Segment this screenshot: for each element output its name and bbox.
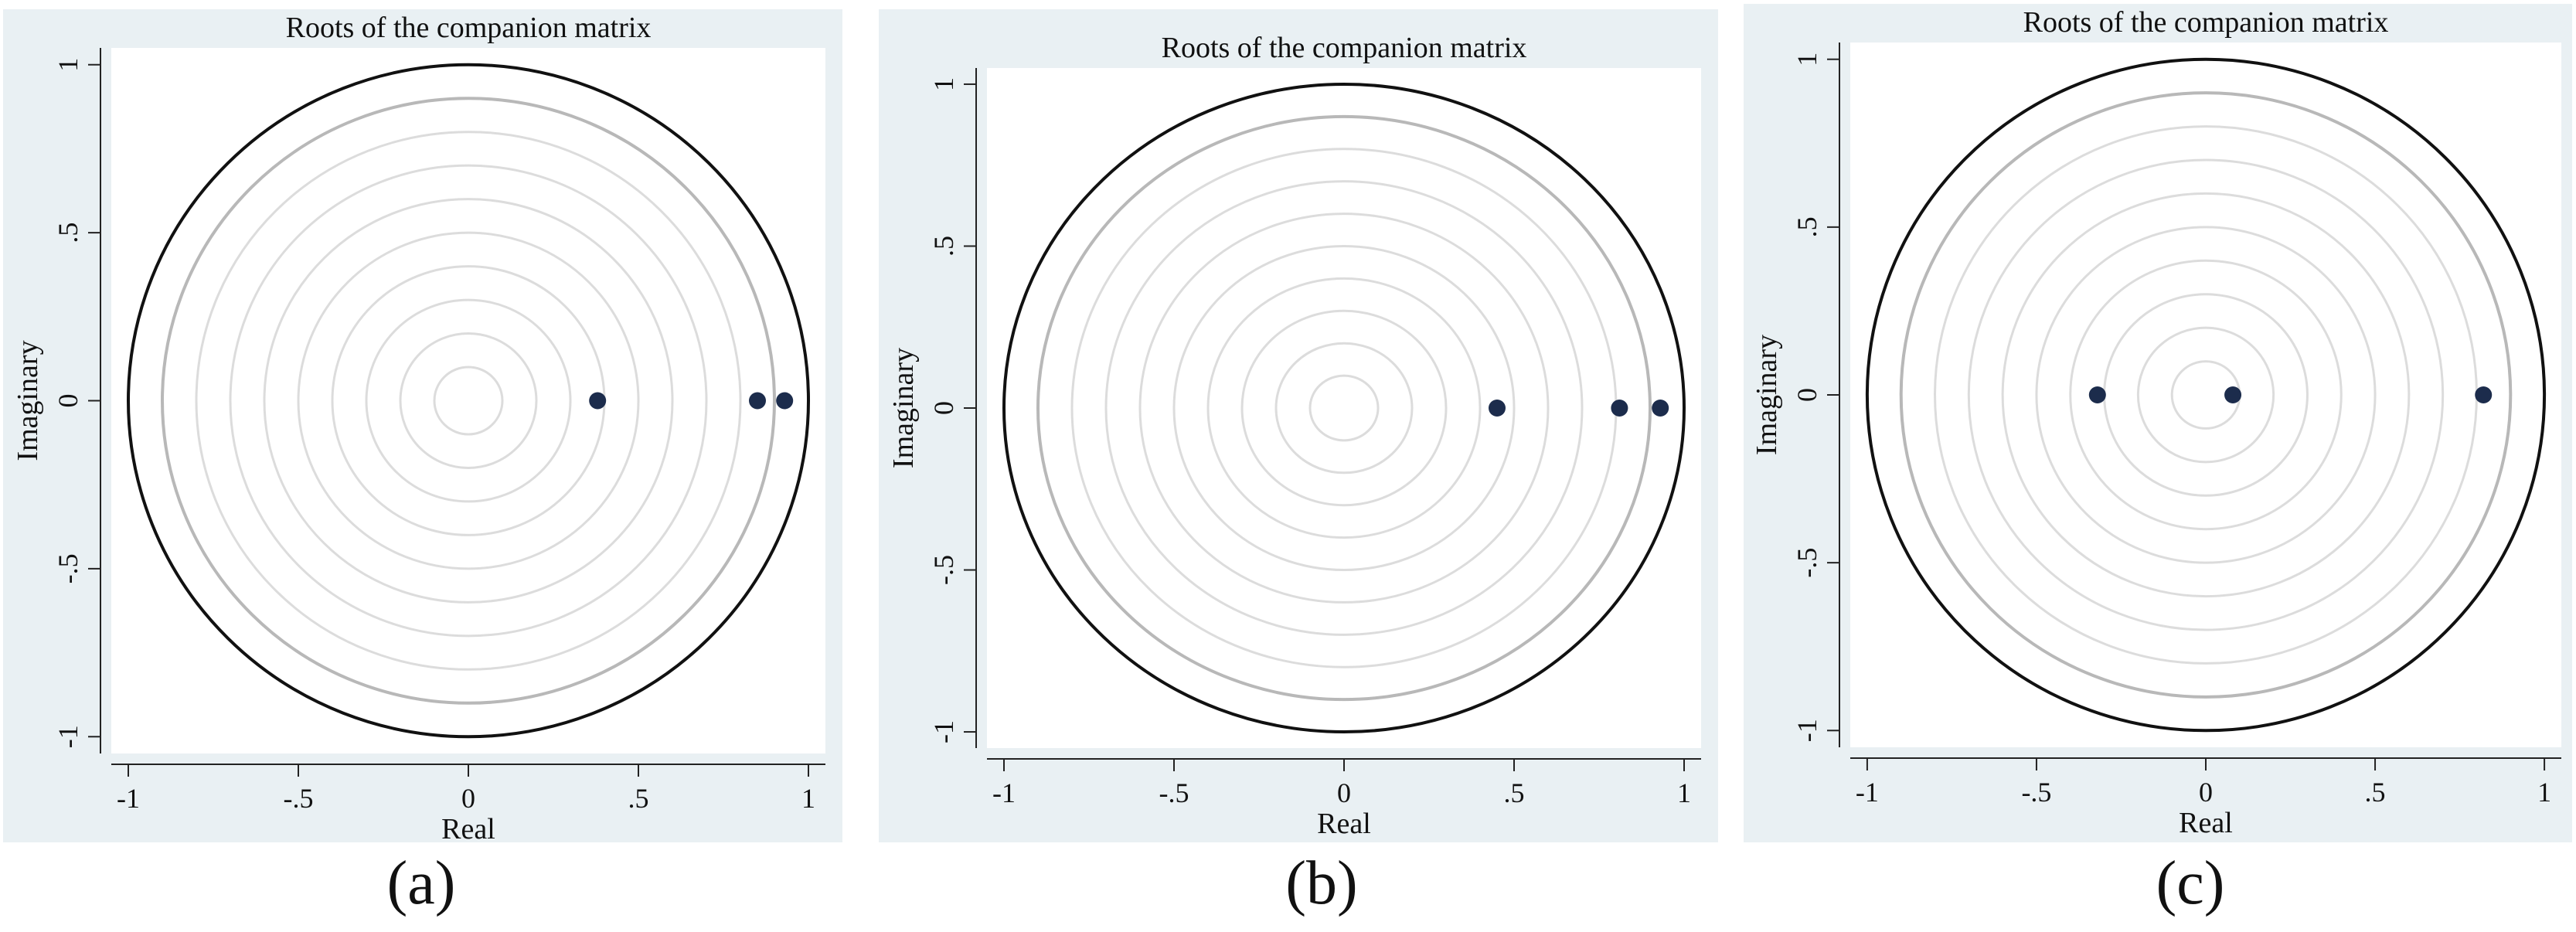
- y-tick-label-a-1: -1: [53, 725, 83, 748]
- y-tick-label-a-4: .5: [53, 223, 83, 243]
- plot-area-a: [111, 48, 825, 753]
- x-tick-label-b-5: 1: [1677, 777, 1691, 808]
- y-tick-label-c-3: 0: [1792, 388, 1822, 402]
- chart-svg-c: -1 -.5 0 .5 1 Real -1 -.5 0 .5 1 Imaginary Roots of …: [1751, 6, 2561, 839]
- guide-circle-a-2: [399, 332, 538, 469]
- y-tick-label-c-5: 1: [1792, 53, 1822, 66]
- plot-area-b: [987, 68, 1701, 748]
- caption-b: (b): [1285, 849, 1358, 917]
- y-tick-label-a-5: 1: [53, 58, 83, 72]
- guide-circle-b-5: [1172, 244, 1516, 572]
- guide-circle-a-9: [161, 97, 776, 705]
- chart-svg-b: -1 -.5 0 .5 1 Real -1 -.5 0 .5 1 Imaginary Roots of …: [887, 32, 1701, 840]
- y-tick-label-c-2: -.5: [1792, 548, 1822, 578]
- guide-circle-b-2: [1274, 342, 1414, 475]
- x-tick-label-a-3: 0: [461, 783, 475, 814]
- guide-circle-c-6: [2001, 192, 2411, 598]
- y-axis-label-a: Imaginary: [12, 340, 44, 461]
- x-tick-label-b-4: .5: [1504, 777, 1525, 808]
- x-axis-label-b: Real: [1317, 808, 1371, 840]
- guide-circle-a-8: [195, 131, 742, 671]
- x-tick-label-b-3: 0: [1337, 777, 1351, 808]
- x-tick-label-b-1: -1: [992, 777, 1016, 808]
- y-tick-label-b-2: -.5: [928, 555, 959, 585]
- chart-panel-a: -1 -.5 0 .5 1 Real -1 -.5 0 .5 1 Imaginary Roots of …: [3, 9, 842, 845]
- x-tick-label-a-2: -.5: [284, 783, 314, 814]
- plot-area-c: [1850, 43, 2561, 747]
- x-tick-label-b-2: -.5: [1159, 777, 1189, 808]
- chart-svg-a: -1 -.5 0 .5 1 Real -1 -.5 0 .5 1 Imaginary Roots of …: [12, 12, 825, 845]
- guide-circle-b-9: [1036, 114, 1652, 702]
- caption-a: (a): [386, 849, 456, 917]
- y-tick-label-b-3: 0: [928, 401, 959, 415]
- guide-circle-b-3: [1240, 309, 1448, 507]
- guide-circle-a-1: [433, 366, 504, 436]
- root-point-c-3: [2475, 386, 2493, 403]
- x-axis-label-a: Real: [441, 813, 495, 845]
- root-point-a-3: [776, 392, 794, 410]
- y-axis-label-b: Imaginary: [887, 348, 920, 468]
- chart-title-c: Roots of the companion matrix: [2023, 6, 2389, 39]
- caption-c: (c): [2156, 849, 2225, 917]
- y-tick-label-b-1: -1: [928, 720, 959, 743]
- unit-circle-c: [1865, 57, 2547, 733]
- x-tick-label-c-1: -1: [1856, 777, 1879, 808]
- y-axis-label-c: Imaginary: [1751, 335, 1783, 455]
- root-point-b-2: [1611, 400, 1628, 417]
- guide-circle-a-5: [297, 231, 640, 570]
- guide-circle-c-2: [2136, 326, 2275, 464]
- x-tick-label-c-3: 0: [2199, 777, 2213, 808]
- guide-circle-c-9: [1899, 91, 2513, 699]
- guide-circle-b-4: [1206, 277, 1482, 539]
- chart-panel-b: -1 -.5 0 .5 1 Real -1 -.5 0 .5 1 Imaginary Roots of …: [879, 9, 1718, 842]
- unit-circle-b: [1002, 82, 1686, 734]
- y-tick-label-c-4: .5: [1792, 216, 1822, 237]
- guide-circle-a-7: [229, 164, 708, 638]
- guide-circle-c-4: [2069, 259, 2343, 531]
- guide-circle-b-1: [1308, 374, 1380, 442]
- x-tick-label-c-2: -.5: [2021, 777, 2051, 808]
- y-tick-label-b-4: .5: [928, 236, 959, 257]
- y-tick-label-c-1: -1: [1792, 719, 1822, 742]
- x-tick-label-c-4: .5: [2365, 777, 2386, 808]
- guide-circle-b-6: [1138, 213, 1550, 604]
- root-point-a-2: [749, 392, 766, 410]
- guide-circle-c-5: [2035, 226, 2377, 564]
- root-point-b-3: [1652, 400, 1669, 417]
- chart-title-a: Roots of the companion matrix: [286, 12, 652, 44]
- y-tick-label-a-3: 0: [53, 394, 83, 408]
- root-point-c-2: [2224, 386, 2242, 403]
- y-tick-label-b-5: 1: [928, 77, 959, 91]
- root-point-a-1: [589, 392, 607, 410]
- x-tick-label-a-1: -1: [117, 783, 140, 814]
- x-axis-label-c: Real: [2179, 807, 2233, 839]
- x-tick-label-c-5: 1: [2537, 777, 2551, 808]
- guide-circle-a-3: [365, 298, 572, 503]
- chart-panel-c: -1 -.5 0 .5 1 Real -1 -.5 0 .5 1 Imaginary Roots of …: [1744, 4, 2572, 842]
- chart-title-b: Roots of the companion matrix: [1162, 32, 1527, 64]
- root-point-c-1: [2088, 386, 2106, 403]
- y-tick-label-a-2: -.5: [53, 553, 83, 583]
- guide-circle-a-6: [263, 198, 674, 604]
- root-point-b-1: [1489, 400, 1506, 417]
- guide-circle-b-7: [1104, 180, 1584, 636]
- x-tick-label-a-4: .5: [628, 783, 649, 814]
- unit-circle-a: [127, 63, 810, 739]
- x-tick-label-a-5: 1: [801, 783, 815, 814]
- guide-circle-c-7: [1967, 158, 2445, 631]
